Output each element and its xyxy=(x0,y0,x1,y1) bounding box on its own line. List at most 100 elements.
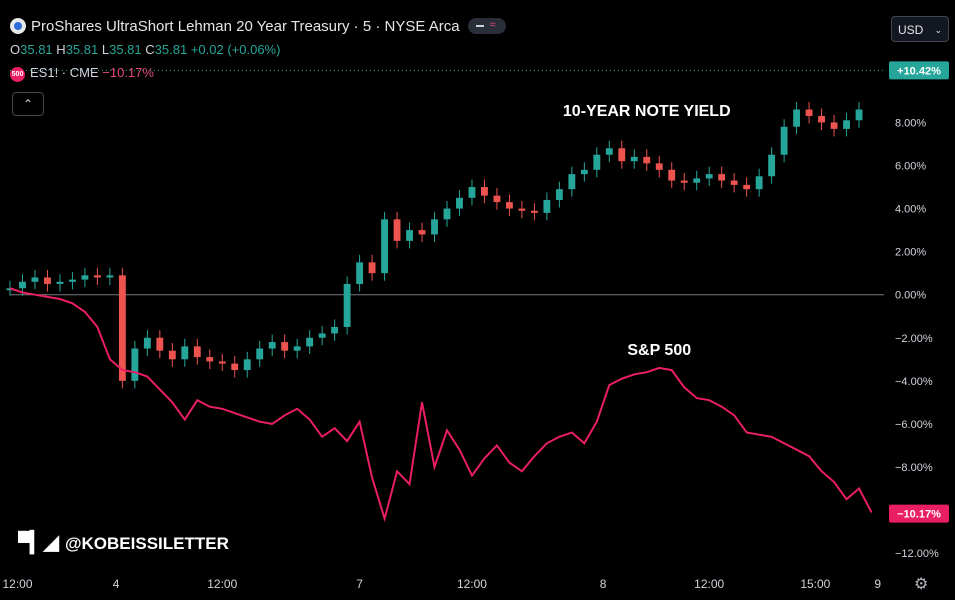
candle-body xyxy=(855,109,863,121)
candle-body xyxy=(368,262,376,274)
yield-candles xyxy=(6,101,873,520)
y-tick-label: 8.00% xyxy=(895,117,926,129)
compare-change: −10.17% xyxy=(102,65,154,80)
x-tick-label: 4 xyxy=(113,577,120,591)
candle-body xyxy=(755,176,763,190)
candle-body xyxy=(643,156,651,164)
candle-body xyxy=(743,184,751,190)
candle-body xyxy=(356,262,364,284)
candle-body xyxy=(818,115,826,123)
indicator-toggle[interactable]: ≈ xyxy=(467,18,506,34)
wave-icon: ≈ xyxy=(489,19,496,31)
ohlc-low-key: L xyxy=(101,42,110,57)
candle-body xyxy=(181,346,189,360)
symbol-title-row: ProShares UltraShort Lehman 20 Year Trea… xyxy=(10,18,506,35)
collapse-legend-button[interactable]: ⌃ xyxy=(12,92,44,116)
symbol-title: ProShares UltraShort Lehman 20 Year Trea… xyxy=(31,18,460,35)
last-value-label: −10.17% xyxy=(897,509,941,521)
proshares-logo-icon xyxy=(10,18,26,34)
last-value-labels: +10.42% −10.17% xyxy=(889,61,949,523)
candle-body xyxy=(106,275,114,278)
watermark: ▀▎◢ @KOBEISSILETTER xyxy=(18,530,229,555)
x-axis: 12:00 4 12:00 7 12:00 8 12:00 15:00 9 xyxy=(2,577,881,591)
candle-body xyxy=(131,348,139,381)
last-value-badge xyxy=(889,61,949,80)
candle-body xyxy=(318,333,326,338)
candle-body xyxy=(431,219,438,235)
candle-body xyxy=(630,156,638,162)
candle-body xyxy=(281,342,289,351)
candle-body xyxy=(830,122,838,129)
ohlc-high-key: H xyxy=(56,42,66,57)
candle-body xyxy=(44,277,51,284)
candle-body xyxy=(143,337,151,349)
candle-body xyxy=(505,202,513,209)
x-tick-label: 9 xyxy=(874,577,881,591)
candle-body xyxy=(206,357,214,362)
chart-annotation: 10-YEAR NOTE YIELD xyxy=(563,103,731,120)
candle-body xyxy=(618,148,626,162)
ohlc-close-key: C xyxy=(145,42,155,57)
candle-body xyxy=(243,359,251,371)
candle-body xyxy=(805,109,813,116)
candle-body xyxy=(768,154,776,177)
minus-icon xyxy=(475,25,484,27)
sp500-badge: 500 xyxy=(10,67,25,82)
candle-body xyxy=(843,120,850,129)
candle-body xyxy=(31,277,39,282)
candle-body xyxy=(580,169,588,175)
chart-annotation: S&P 500 xyxy=(627,342,691,359)
candle-body xyxy=(680,180,688,183)
candle-body xyxy=(56,281,64,284)
y-tick-label: 2.00% xyxy=(895,247,926,259)
candle-body xyxy=(156,337,164,351)
y-tick-label: 4.00% xyxy=(895,204,926,216)
x-tick-label: 8 xyxy=(600,577,607,591)
candle-body xyxy=(256,348,264,360)
y-tick-label: 0.00% xyxy=(895,290,926,302)
chevron-up-icon: ⌃ xyxy=(22,97,34,111)
candle-body xyxy=(493,195,501,203)
candle-body xyxy=(343,283,351,327)
compare-symbol-row[interactable]: 500 ES1! · CME −10.17% xyxy=(10,65,154,82)
candle-body xyxy=(780,126,788,155)
tradingview-logo-icon: ▀▎◢ xyxy=(18,532,59,554)
candle-body xyxy=(456,197,463,209)
y-tick-label: −4.00% xyxy=(895,376,933,388)
gear-icon[interactable]: ⚙ xyxy=(914,576,929,593)
candle-body xyxy=(668,169,676,181)
candle-body xyxy=(555,189,563,200)
x-tick-label: 12:00 xyxy=(457,577,487,591)
candle-body xyxy=(118,275,126,381)
candle-body xyxy=(518,208,526,211)
candle-body xyxy=(418,230,426,235)
candle-body xyxy=(443,208,451,220)
x-tick-label: 12:00 xyxy=(207,577,237,591)
currency-select[interactable]: USD ⌄ xyxy=(891,16,949,42)
last-value-badge xyxy=(889,504,949,523)
candle-body xyxy=(19,281,26,289)
ohlc-high: 35.81 xyxy=(65,42,99,57)
ohlc-open-key: O xyxy=(10,42,21,57)
candle-body xyxy=(218,361,226,364)
last-value-label: +10.42% xyxy=(897,65,941,77)
candle-body xyxy=(393,219,401,241)
candle-body xyxy=(81,275,89,280)
candle-body xyxy=(406,230,413,241)
candle-body xyxy=(193,346,201,358)
candle-body xyxy=(381,219,389,274)
ohlc-change: +0.02 (+0.06%) xyxy=(190,42,281,57)
watermark-text: @KOBEISSILETTER xyxy=(64,534,229,553)
candle-body xyxy=(593,154,601,170)
candle-body xyxy=(168,350,176,360)
candle-body xyxy=(468,187,476,198)
ohlc-row: O35.81 H35.81 L35.81 C35.81 +0.02 (+0.06… xyxy=(10,42,280,57)
sp500-line xyxy=(9,287,873,523)
y-tick-label: 6.00% xyxy=(895,161,926,173)
ohlc-low: 35.81 xyxy=(109,42,142,57)
annotations: 10-YEAR NOTE YIELD S&P 500 xyxy=(563,103,731,359)
candle-body xyxy=(705,174,713,179)
candle-body xyxy=(93,275,101,278)
compare-symbol: ES1! · CME xyxy=(30,65,99,80)
